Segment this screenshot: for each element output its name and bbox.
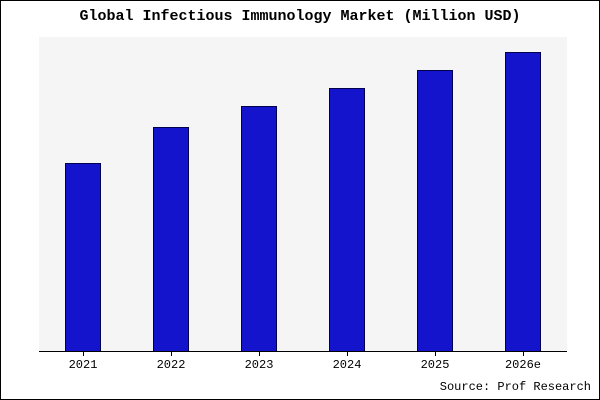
x-label-2021: 2021 <box>39 352 127 372</box>
bar-slot <box>303 37 391 351</box>
bar-slot <box>479 37 567 351</box>
tick-mark <box>82 352 84 356</box>
x-label-text: 2021 <box>68 358 98 372</box>
bar-2024 <box>329 87 365 351</box>
plot-area <box>39 37 567 352</box>
bars <box>39 37 567 351</box>
bar-2022 <box>153 126 189 351</box>
bar-slot <box>127 37 215 351</box>
tick-mark <box>346 352 348 356</box>
x-label-2023: 2023 <box>215 352 303 372</box>
x-label-2022: 2022 <box>127 352 215 372</box>
x-label-text: 2025 <box>420 358 450 372</box>
bar-2025 <box>417 69 453 351</box>
tick-mark <box>434 352 436 356</box>
x-label-2026e: 2026e <box>479 352 567 372</box>
bar-2023 <box>241 105 277 351</box>
chart-title: Global Infectious Immunology Market (Mil… <box>79 8 521 25</box>
x-label-text: 2023 <box>244 358 274 372</box>
bar-slot <box>215 37 303 351</box>
x-label-2024: 2024 <box>303 352 391 372</box>
x-label-text: 2026e <box>504 358 541 372</box>
bar-slot <box>391 37 479 351</box>
bar-2026e <box>505 51 541 351</box>
x-label-text: 2024 <box>332 358 362 372</box>
bar-slot <box>39 37 127 351</box>
x-labels: 2021 2022 2023 2024 2025 2026e <box>39 352 567 372</box>
tick-mark <box>522 352 524 356</box>
tick-mark <box>170 352 172 356</box>
x-label-2025: 2025 <box>391 352 479 372</box>
x-label-text: 2022 <box>156 358 186 372</box>
source-note: Source: Prof Research <box>439 380 591 394</box>
tick-mark <box>258 352 260 356</box>
bar-2021 <box>65 162 101 351</box>
